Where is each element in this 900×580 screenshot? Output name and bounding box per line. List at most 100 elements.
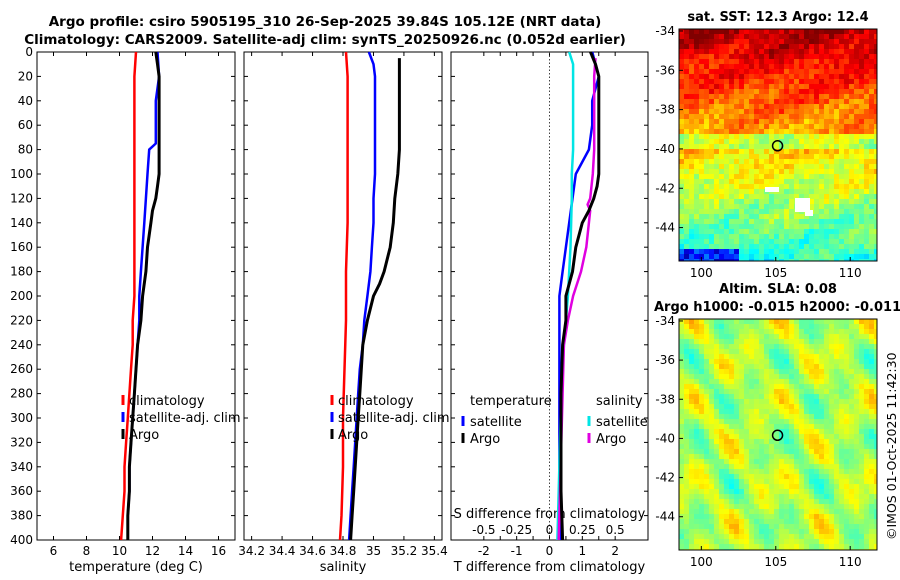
figure-title-line2: Climatology: CARS2009. Satellite-adj cli…: [24, 32, 626, 48]
sla-map-title-line2: Argo h1000: -0.015 h2000: -0.011: [654, 300, 900, 315]
temperature-legend-label: satellite-adj. clim: [129, 411, 241, 426]
y-tick-label: 380: [10, 509, 33, 523]
sst-map-y-tick-label: -42: [655, 181, 675, 195]
y-tick-label: 360: [10, 484, 33, 498]
temperature-x-tick-label: 8: [83, 544, 91, 558]
sla-map-x-tick-label: 100: [690, 555, 713, 569]
salinity-legend-label: Argo: [338, 428, 368, 443]
profile-panel-1-frame: [36, 51, 236, 541]
sdiff-x-tick-label: 0: [546, 523, 554, 537]
sdiff-x-tick-label: 0.25: [569, 523, 596, 537]
sst-map-frame: [678, 28, 878, 262]
y-tick-label: 40: [18, 94, 33, 108]
tdiff-x-tick-label: -1: [511, 544, 523, 558]
salinity-climatology-line: [338, 51, 349, 541]
salinity-x-tick-label: 34.6: [299, 544, 326, 558]
sst-map-x-tick-label: 100: [690, 266, 713, 280]
temperature-x-tick-label: 6: [50, 544, 58, 558]
salinity-legend-label: satellite-adj. clim: [338, 411, 450, 426]
sdiff-x-tick-label: 0.5: [606, 523, 625, 537]
sst-map-heatmap: [679, 29, 877, 261]
sst-map-x-tick-label: 110: [839, 266, 862, 280]
sst-map-y-tick-label: -34: [655, 24, 675, 38]
y-tick-label: 80: [18, 143, 33, 157]
temperature-x-tick-label: 10: [112, 544, 127, 558]
sla-map-y-tick-label: -34: [655, 314, 675, 328]
sla-map-x-tick-label: 105: [764, 555, 787, 569]
sst-cloud-gap: [805, 210, 813, 216]
salinity-x-tick-label: 34.4: [269, 544, 296, 558]
sla-map-heatmap: [679, 319, 877, 550]
tdiff-x-tick-label: 2: [611, 544, 619, 558]
temperature-legend-label: climatology: [129, 394, 205, 409]
sst-map-y-tick-label: -44: [655, 221, 675, 235]
sst-map-x-tick-label: 105: [764, 266, 787, 280]
y-tick-label: 140: [10, 216, 33, 230]
sdiff-x-tick-label: -0.25: [501, 523, 532, 537]
salinity-argo-line: [349, 58, 401, 541]
sst-cloud-gap: [765, 187, 779, 192]
salinity-x-tick-label: 35: [366, 544, 381, 558]
sst-map-y-tick-label: -36: [655, 63, 675, 77]
y-tick-label: 100: [10, 167, 33, 181]
sdiff-x-tick-label: -0.5: [472, 523, 495, 537]
profile-panel-3-frame: [450, 51, 649, 541]
sst-map-argo-position-marker: [771, 140, 784, 152]
sla-map-y-tick-label: -44: [655, 510, 675, 524]
sla-map-x-tick-label: 110: [839, 555, 862, 569]
y-tick-label: 260: [10, 362, 33, 376]
y-tick-label: 20: [18, 69, 33, 83]
salinity-x-tick-label: 34.8: [330, 544, 357, 558]
tdiff-x-tick-label: -2: [478, 544, 490, 558]
tdiff-x-tick-label: 0: [546, 544, 554, 558]
sst-map-y-tick-label: -40: [655, 142, 675, 156]
y-tick-label: 120: [10, 191, 33, 205]
sla-map-y-tick-label: -38: [655, 392, 675, 406]
y-tick-label: 160: [10, 240, 33, 254]
tdiff-xlabel: T difference from climatology: [453, 560, 646, 575]
y-tick-label: 400: [10, 533, 33, 547]
y-tick-label: 340: [10, 460, 33, 474]
y-tick-label: 320: [10, 435, 33, 449]
figure-title-line1: Argo profile: csiro 5905195_310 26-Sep-2…: [48, 14, 602, 30]
temperature-x-tick-label: 12: [145, 544, 160, 558]
temperature-x-tick-label: 16: [211, 544, 226, 558]
sla-map-frame: [678, 318, 878, 551]
tdiff-x-tick-label: 1: [579, 544, 587, 558]
diff-legend-label: Argo: [470, 432, 500, 447]
diff-legend-label: Argo: [596, 432, 626, 447]
sst-map-y-tick-label: -38: [655, 103, 675, 117]
sst-cloud-gap: [795, 198, 810, 212]
diff-legend-label: satellite: [596, 415, 648, 430]
salinity-xlabel: salinity: [320, 560, 367, 575]
salinity-x-tick-label: 35.4: [421, 544, 448, 558]
y-tick-label: 0: [25, 45, 33, 59]
temperature-xlabel: temperature (deg C): [69, 560, 203, 575]
tdiff-argo-line: [559, 51, 601, 541]
y-tick-label: 280: [10, 387, 33, 401]
y-tick-label: 300: [10, 411, 33, 425]
sla-map-y-tick-label: -42: [655, 471, 675, 485]
y-tick-label: 180: [10, 265, 33, 279]
temperature-x-tick-label: 14: [178, 544, 193, 558]
diff-legend-label: satellite: [470, 415, 522, 430]
y-tick-label: 60: [18, 118, 33, 132]
salinity-x-tick-label: 35.2: [391, 544, 418, 558]
sst-map-title: sat. SST: 12.3 Argo: 12.4: [687, 10, 869, 25]
y-tick-label: 200: [10, 289, 33, 303]
sla-map-y-tick-label: -36: [655, 353, 675, 367]
tdiff-legend-header: temperature: [470, 394, 552, 409]
temperature-climatology-line: [119, 51, 138, 541]
sla-map-y-tick-label: -40: [655, 431, 675, 445]
sdiff-xlabel: S difference from climatology: [454, 507, 646, 522]
salinity-x-tick-label: 34.2: [238, 544, 265, 558]
y-tick-label: 220: [10, 313, 33, 327]
y-tick-label: 240: [10, 338, 33, 352]
sla-map-title-line1: Altim. SLA: 0.08: [719, 282, 837, 297]
sla-map-argo-position-marker: [771, 429, 784, 442]
salinity-legend-label: climatology: [338, 394, 414, 409]
sdiff-legend-header: salinity: [596, 394, 643, 409]
temperature-legend-label: Argo: [129, 428, 159, 443]
temperature-argo-line: [126, 51, 161, 540]
